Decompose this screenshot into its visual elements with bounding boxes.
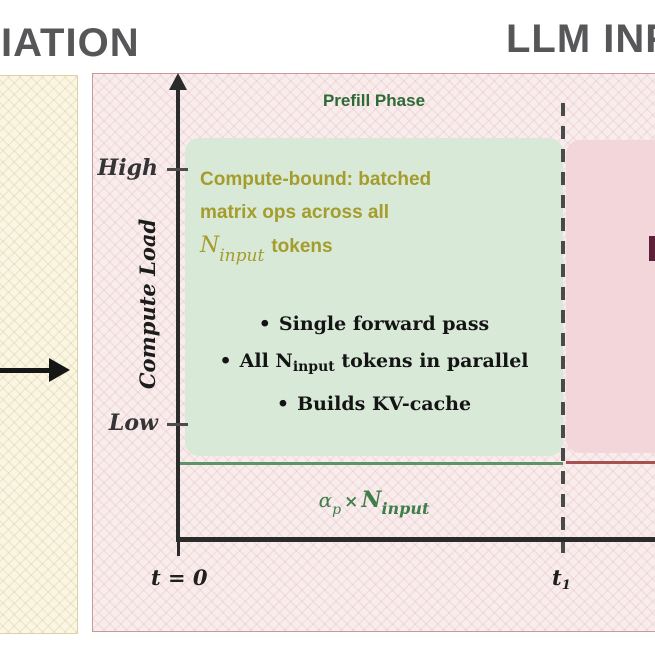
bullet-single-forward-pass: • Single forward pass: [185, 306, 563, 343]
pipeline-input-box: [0, 75, 78, 634]
bullet-1-text: Single forward pass: [278, 313, 490, 335]
bullet-3-text: Builds KV-cache: [297, 393, 472, 415]
prefill-region-box: [185, 138, 563, 456]
stage-title-left-fragment: IATION: [1, 21, 140, 65]
compute-bound-note: Compute-bound: batched matrix ops across…: [200, 163, 560, 273]
note-line-3-rest: tokens: [271, 236, 333, 257]
y-tick-low: [167, 423, 188, 426]
y-axis-line: [176, 88, 180, 541]
formula-times-sign: ×: [344, 492, 359, 512]
flow-arrow-shaft: [0, 368, 50, 373]
y-axis-title: Compute Load: [135, 218, 160, 390]
prefill-load-line: [179, 462, 563, 465]
note-n-symbol: N: [200, 233, 220, 258]
formula-n-symbol: N: [361, 487, 382, 513]
bullet-2-subscript: input: [292, 359, 335, 375]
flow-arrow-icon: [49, 358, 70, 382]
note-line-1: Compute-bound: batched: [200, 169, 432, 190]
x-label-t0: t = 0: [151, 565, 208, 590]
decode-label-fragment: [649, 236, 655, 261]
note-line-2: matrix ops across all: [200, 202, 390, 223]
x-label-t1-base: t: [552, 565, 562, 590]
bullet-marker: •: [276, 393, 290, 415]
formula-alpha: α: [318, 488, 333, 512]
bullet-builds-kv-cache: • Builds KV-cache: [185, 386, 563, 423]
bullet-all-tokens-parallel: • All Ninput tokens in parallel: [185, 343, 563, 386]
y-label-low: Low: [108, 410, 158, 436]
x-label-t1-subscript: 1: [561, 578, 571, 593]
prefill-bullet-list: • Single forward pass • All Ninput tokens …: [185, 306, 563, 423]
prefill-phase-title: Prefill Phase: [322, 91, 426, 110]
x-tick-t0: [177, 541, 180, 556]
x-axis-line: [176, 537, 655, 542]
y-tick-high: [167, 168, 188, 171]
x-label-t1: t1: [552, 565, 571, 593]
decode-load-line: [566, 461, 655, 464]
bullet-2-pre: All N: [239, 350, 293, 372]
stage-title-llm-inference: LLM INF: [506, 17, 655, 61]
bullet-marker: •: [258, 313, 271, 335]
bullet-marker: •: [219, 350, 232, 372]
bullet-2-post: tokens in parallel: [334, 350, 529, 372]
formula-n-subscript: input: [381, 499, 430, 518]
phase-divider-dashed-line: [561, 103, 565, 556]
formula-alpha-subscript: p: [332, 502, 342, 518]
prefill-cost-formula: αp × Ninput: [185, 487, 563, 518]
note-line-3: Ninput tokens: [200, 229, 560, 273]
note-n-subscript: input: [219, 246, 265, 266]
decode-region-box: [566, 140, 655, 453]
y-label-high: High: [97, 155, 158, 181]
y-axis-arrow-icon: [169, 73, 187, 90]
